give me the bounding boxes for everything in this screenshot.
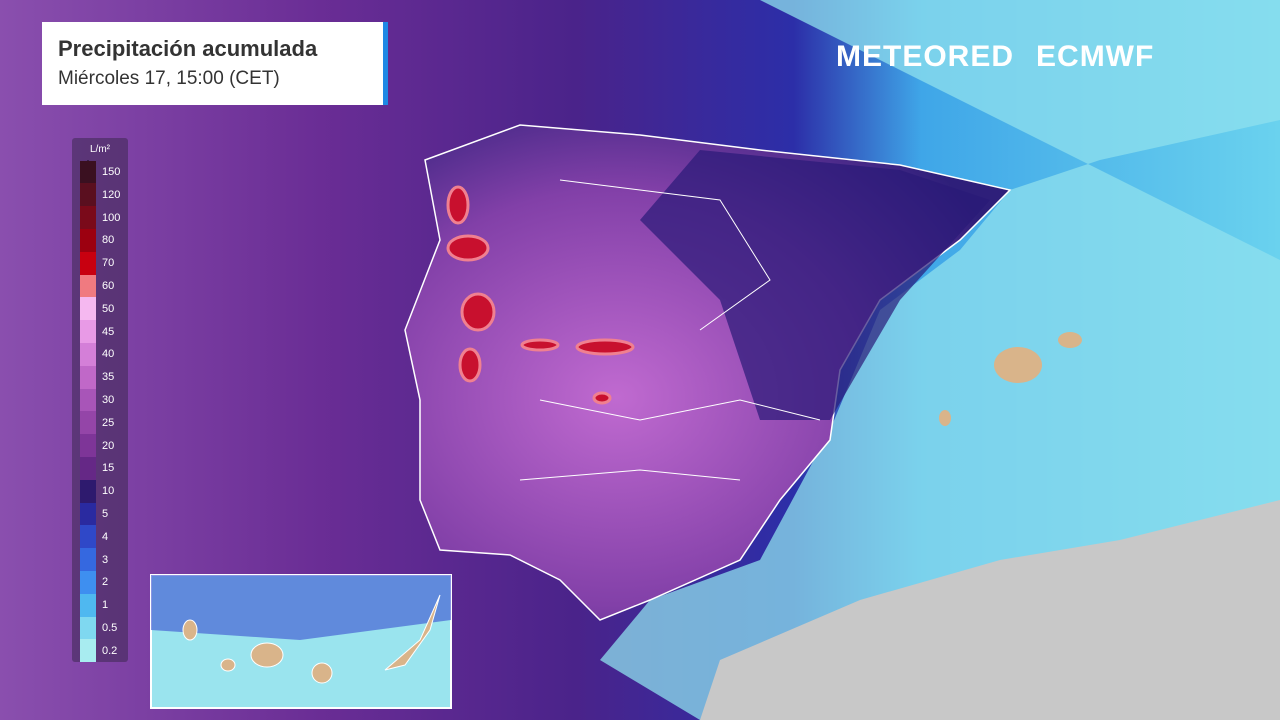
legend-label: 45 <box>102 325 115 338</box>
border <box>519 399 821 481</box>
legend-swatch <box>80 274 96 298</box>
legend-label: 4 <box>102 530 109 543</box>
legend-swatch <box>80 502 96 526</box>
legend-label: 70 <box>102 257 115 270</box>
title: Precipitación acumulada <box>58 36 318 61</box>
legend-swatch <box>80 251 96 275</box>
logo-meteored: METEORED <box>836 40 1015 73</box>
legend-label: 100 <box>102 211 121 224</box>
legend-swatch <box>80 229 96 252</box>
legend: L/m² 150 120 100 80 70 60 50 45 40 35 30 25 20 15 10 5 4… <box>72 138 128 663</box>
legend-swatch <box>80 593 96 617</box>
rain-max <box>446 185 635 405</box>
legend-swatch <box>80 457 96 480</box>
legend-label: 0.5 <box>102 622 118 634</box>
legend-label: 2 <box>102 576 109 589</box>
legend-swatch <box>80 206 96 229</box>
logo-ecmwf: ECMWF <box>1036 40 1155 73</box>
legend-label: 25 <box>102 416 115 429</box>
legend-label: 15 <box>102 462 115 475</box>
legend-swatch <box>80 320 96 343</box>
legend-swatch <box>80 297 96 321</box>
legend-label: 120 <box>102 188 121 201</box>
legend-label: 150 <box>102 166 121 178</box>
legend-swatch <box>80 548 96 571</box>
legend-swatch <box>80 434 96 457</box>
legend-label: 35 <box>102 371 115 384</box>
legend-swatch <box>80 365 96 389</box>
legend-swatch <box>80 388 96 412</box>
legend-label: 1 <box>102 599 109 612</box>
legend-swatch <box>80 411 96 435</box>
africa <box>700 500 1280 720</box>
legend-swatch <box>80 525 96 549</box>
legend-swatch <box>80 616 96 640</box>
border <box>559 179 771 331</box>
legend-swatch <box>80 639 96 663</box>
islands <box>939 332 1082 426</box>
legend-swatch <box>80 571 96 594</box>
legend-label: 50 <box>102 302 115 315</box>
title-box: Precipitación acumulada Miércoles 17, 15… <box>42 22 388 105</box>
legend-label: 30 <box>102 394 115 406</box>
legend-swatch <box>80 183 96 207</box>
legend-swatch <box>80 479 96 503</box>
legend-label: 20 <box>102 439 115 452</box>
legend-swatch <box>80 343 96 366</box>
legend-label: 10 <box>102 485 115 498</box>
legend-unit: L/m² <box>90 144 110 155</box>
legend-label: 5 <box>102 508 109 520</box>
legend-label: 3 <box>102 553 109 566</box>
inset <box>150 574 452 709</box>
sea-light <box>600 0 1280 720</box>
heavy-rain-north <box>640 150 990 420</box>
legend-label: 60 <box>102 280 115 292</box>
logos: METEORED ECMWF <box>836 40 1154 74</box>
legend-label: 40 <box>102 348 115 361</box>
subtitle: Miércoles 17, 15:00 (CET) <box>58 68 280 89</box>
legend-label: 80 <box>102 234 115 247</box>
legend-swatch <box>80 160 96 184</box>
legend-label: 0.2 <box>102 644 118 657</box>
